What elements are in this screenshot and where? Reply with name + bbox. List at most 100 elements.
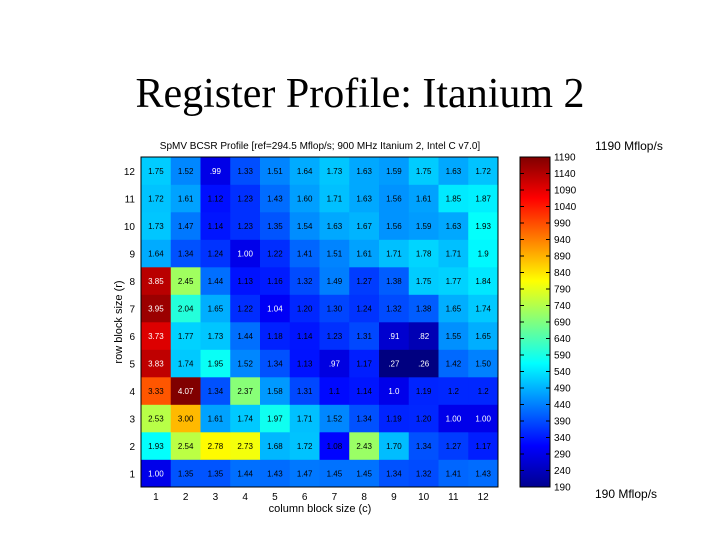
heatmap-cell [379, 377, 410, 405]
x-tick-label: 9 [391, 492, 397, 503]
cell-value-label: 1.75 [148, 167, 164, 176]
heatmap-cell [260, 322, 291, 350]
heatmap-cell [141, 432, 172, 460]
heatmap-cell [260, 239, 291, 268]
x-tick-label: 10 [418, 492, 430, 503]
heatmap-cell [349, 157, 380, 185]
cell-value-label: 1.64 [148, 249, 164, 258]
colorbar-tick-label: 740 [554, 301, 571, 312]
cell-value-label: .82 [418, 332, 430, 341]
cell-value-label: 1.9 [478, 249, 490, 258]
y-tick-label: 11 [125, 194, 136, 205]
heatmap-cell [319, 322, 350, 350]
cell-value-label: 1.55 [446, 332, 462, 341]
heatmap-cell [468, 294, 499, 323]
heatmap-cell [260, 377, 291, 405]
cell-value-label: 1.84 [475, 277, 491, 286]
cell-value-label: .27 [388, 359, 400, 368]
heatmap-cell [319, 239, 350, 268]
heatmap-cell [349, 184, 380, 213]
heatmap-cell [468, 157, 499, 185]
cell-value-label: 1.58 [267, 387, 283, 396]
cell-value-label: 1.44 [237, 332, 253, 341]
cell-value-label: 1.52 [237, 359, 253, 368]
heatmap-cell [141, 377, 172, 405]
heatmap-cell [438, 432, 469, 460]
heatmap-cell [408, 239, 439, 268]
colorbar-tick-label: 1140 [554, 169, 576, 180]
heatmap-cell [468, 432, 499, 460]
heatmap-cell [200, 267, 231, 295]
heatmap-cell [230, 267, 261, 295]
heatmap-cell [230, 239, 261, 268]
heatmap-cell [260, 184, 291, 213]
heatmap-cell [200, 184, 231, 213]
cell-value-label: 1.27 [356, 277, 372, 286]
colorbar-tick-label: 590 [554, 351, 571, 362]
heatmap-cell [438, 157, 469, 185]
x-tick-label: 11 [448, 492, 459, 503]
heatmap-cell [200, 459, 231, 488]
cell-value-label: 1.71 [386, 249, 402, 258]
heatmap-cell [260, 267, 291, 295]
x-tick-label: 12 [478, 492, 490, 503]
colorbar-tick-label: 440 [554, 400, 571, 411]
heatmap-cell [260, 349, 291, 378]
cell-value-label: 1.61 [356, 249, 372, 258]
cell-value-label: 1.00 [237, 249, 253, 258]
cell-value-label: 1.72 [148, 194, 164, 203]
heatmap-cell [319, 377, 350, 405]
heatmap-cell [230, 322, 261, 350]
heatmap-cell [468, 349, 499, 378]
heatmap-cell [468, 184, 499, 213]
heatmap-cell [289, 459, 320, 488]
heatmap-cell [438, 404, 469, 433]
cell-value-label: 1.68 [267, 442, 283, 451]
x-tick-label: 6 [302, 492, 308, 503]
cell-value-label: 1.65 [475, 332, 491, 341]
heatmap-cell [141, 239, 172, 268]
slide-title: Register Profile: Itanium 2 [135, 71, 585, 117]
y-tick-label: 9 [129, 249, 135, 260]
cell-value-label: 1.18 [267, 332, 283, 341]
heatmap-cell [230, 184, 261, 213]
heatmap-cell [438, 212, 469, 240]
cell-value-label: 1.54 [297, 222, 313, 231]
y-tick-label: 2 [129, 442, 135, 453]
heatmap-cell [379, 322, 410, 350]
heatmap-cell [349, 459, 380, 488]
y-tick-label: 8 [129, 277, 135, 288]
cell-value-label: 2.53 [148, 414, 164, 423]
cell-value-label: 1.32 [416, 469, 432, 478]
heatmap-cell [408, 294, 439, 323]
cell-value-label: 1.31 [297, 387, 313, 396]
cell-value-label: 1.63 [356, 167, 372, 176]
heatmap-cell [438, 294, 469, 323]
colorbar-tick-label: 1090 [554, 186, 577, 197]
y-tick-label: 12 [124, 167, 136, 178]
cell-value-label: 1.64 [297, 167, 313, 176]
heatmap-cell [349, 349, 380, 378]
heatmap-cell [468, 239, 499, 268]
cell-value-label: 1.19 [416, 387, 432, 396]
cell-value-label: 1.74 [178, 359, 194, 368]
cell-value-label: 1.61 [416, 194, 432, 203]
heatmap-cell [408, 267, 439, 295]
heatmap-cell [289, 432, 320, 460]
cell-value-label: 1.24 [356, 304, 372, 313]
heatmap-cell [408, 212, 439, 240]
cell-value-label: 1.04 [267, 304, 283, 313]
cell-value-label: 1.78 [416, 249, 432, 258]
colorbar-tick-label: 240 [554, 466, 571, 477]
cell-value-label: 1.72 [475, 167, 491, 176]
cell-value-label: 1.2 [448, 387, 460, 396]
cell-value-label: 1.27 [446, 442, 462, 451]
heatmap-cell [319, 404, 350, 433]
colorbar-ticks: 190 240 290 340 390 440 490 540 590 640 690 740 790 8… [520, 153, 577, 494]
heatmap-cell [289, 212, 320, 240]
cell-value-label: 1.35 [178, 469, 194, 478]
cell-value-label: 1.77 [446, 277, 462, 286]
heatmap-cell [319, 294, 350, 323]
x-tick-label: 7 [332, 492, 338, 503]
x-tick-label: 8 [361, 492, 367, 503]
